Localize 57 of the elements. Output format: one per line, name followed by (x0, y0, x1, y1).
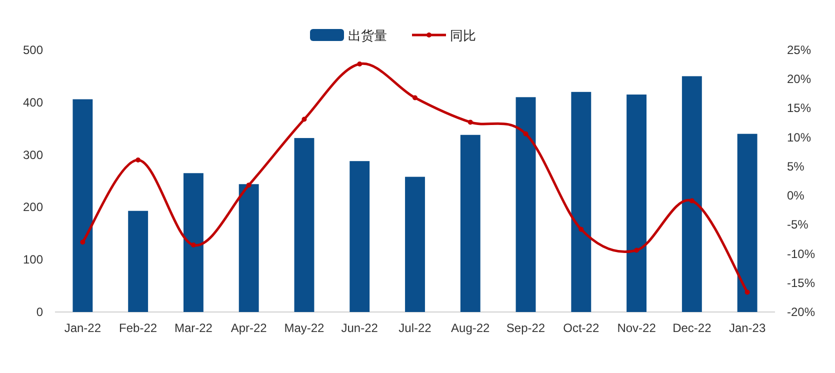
x-tick-label: Dec-22 (672, 321, 712, 335)
bar (571, 92, 592, 312)
y2-tick-label: 10% (787, 130, 812, 144)
point (190, 242, 196, 248)
x-tick-label: Aug-22 (451, 321, 490, 335)
y-tick-label: 500 (22, 43, 44, 57)
y-tick-label: 0 (36, 305, 44, 319)
bar (516, 97, 536, 312)
bar (737, 134, 758, 312)
x-tick-label: Oct-22 (563, 321, 600, 335)
legend-label: 出货量 (348, 28, 387, 43)
point (578, 226, 584, 232)
x-tick-label: Jun-22 (341, 321, 378, 335)
bar (626, 94, 647, 312)
y2-tick-label: 15% (787, 101, 812, 116)
bar (128, 210, 148, 312)
y2-tick-label: 5% (787, 159, 805, 174)
y2-tick-label: -5% (787, 218, 809, 232)
y2-tick-label: -15% (787, 276, 816, 290)
y2-tick-label: -20% (787, 305, 816, 319)
y-tick-label: 200 (22, 200, 44, 214)
y2-tick-label: 20% (787, 72, 812, 86)
x-tick-label: Sep-22 (506, 321, 546, 335)
point (468, 120, 473, 125)
point (412, 95, 418, 100)
x-tick-label: Jan-22 (64, 321, 102, 335)
y-tick-label: 400 (22, 95, 44, 110)
y-tick-label: 300 (22, 148, 44, 162)
point (302, 116, 307, 122)
x-tick-label: Apr-22 (230, 321, 268, 335)
bar (183, 173, 204, 312)
y-tick-label: 100 (22, 252, 44, 267)
bar (294, 138, 314, 312)
y2-tick-label: 25% (787, 43, 812, 57)
bar (682, 76, 702, 312)
x-tick-label: Jan-23 (728, 321, 766, 335)
x-tick-label: Nov-22 (617, 321, 656, 335)
point (80, 240, 86, 245)
y2-tick-label: 0% (787, 188, 805, 203)
x-tick-label: Jul-22 (398, 321, 432, 335)
x-tick-label: Mar-22 (174, 321, 213, 335)
bar (350, 161, 370, 312)
point (246, 182, 252, 188)
point (357, 61, 362, 66)
bar (405, 176, 425, 312)
point (744, 290, 750, 295)
bar (72, 99, 93, 312)
y2-tick-label: -10% (787, 246, 816, 261)
point (689, 198, 694, 204)
x-tick-label: Feb-22 (119, 321, 158, 335)
point (523, 131, 528, 136)
bar (460, 134, 480, 312)
x-tick-label: May-22 (284, 321, 325, 335)
bar (238, 184, 259, 312)
point (136, 158, 141, 163)
legend-label: 同比 (450, 28, 476, 43)
point (634, 248, 640, 253)
